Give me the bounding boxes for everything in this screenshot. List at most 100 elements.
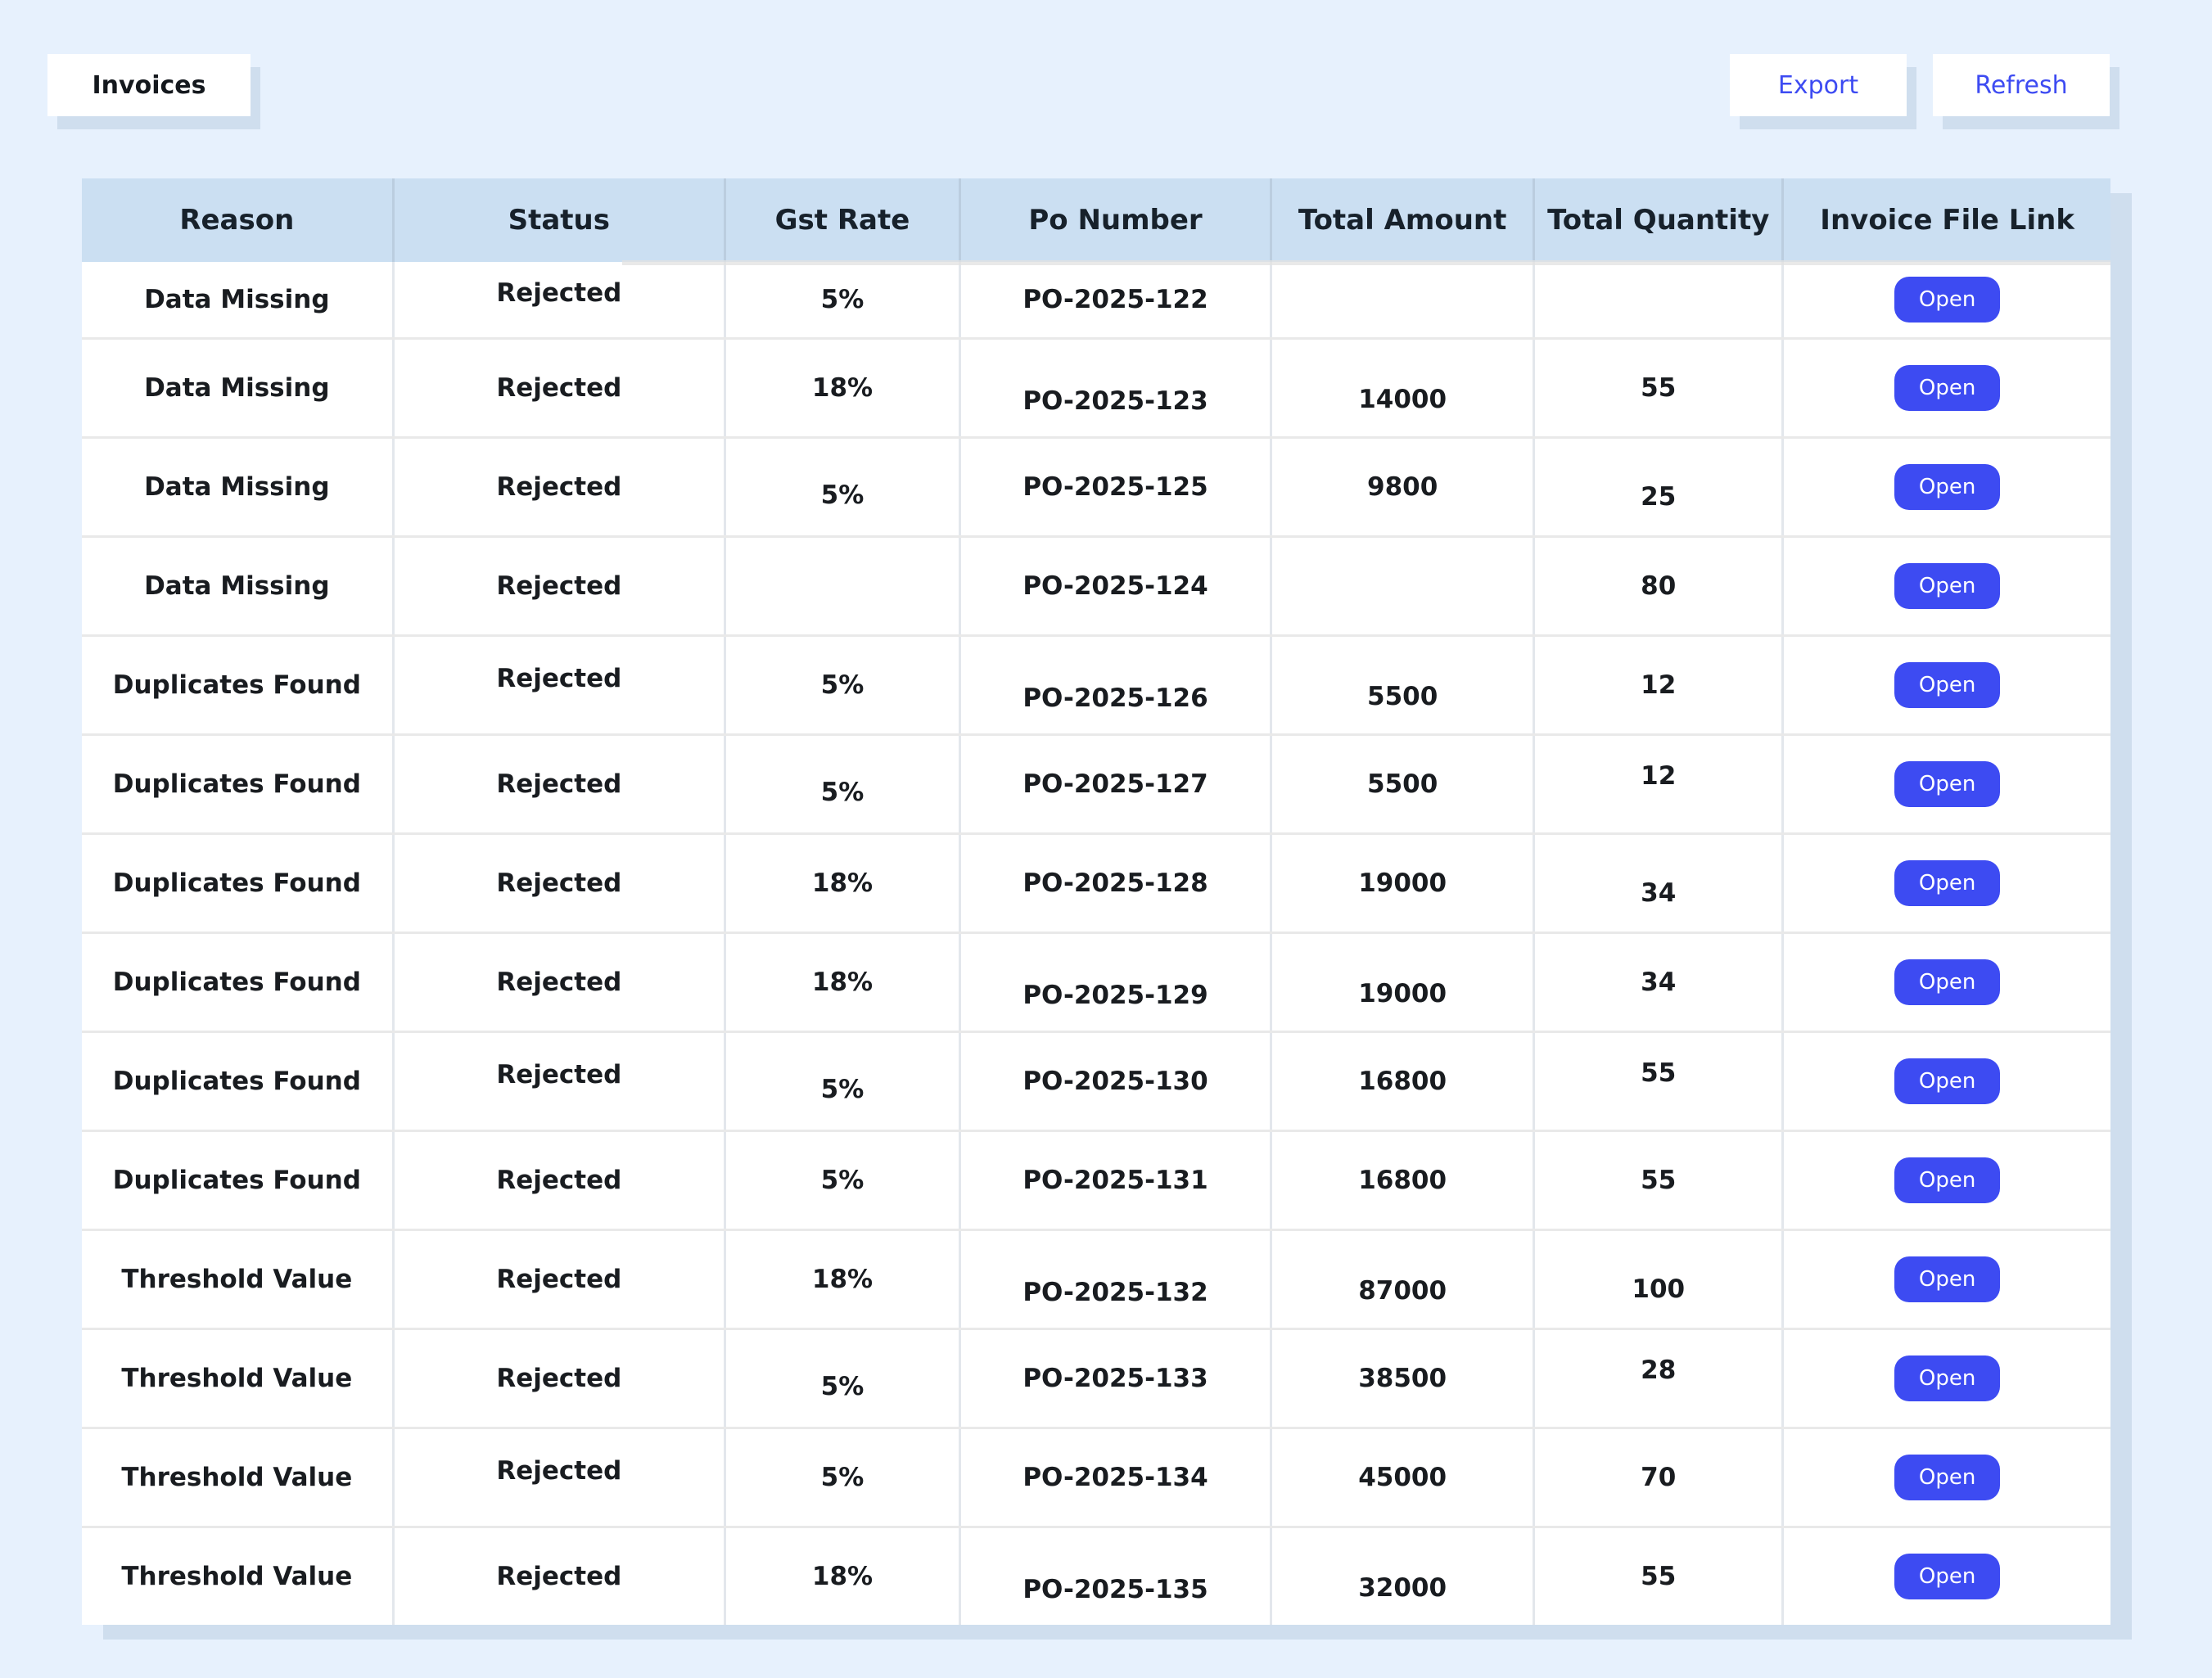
cell-reason: Threshold Value (82, 1229, 395, 1330)
column-header-po-number: Po Number (959, 178, 1273, 262)
open-button[interactable]: Open (1894, 365, 2001, 411)
cell-text: Threshold Value (121, 1364, 353, 1393)
cell-total-quantity: 55 (1533, 338, 1785, 439)
cell-link: Open (1782, 833, 2110, 934)
cell-text: PO-2025-123 (1022, 386, 1208, 416)
cell-gst-rate: 5% (725, 734, 961, 835)
open-button[interactable]: Open (1894, 1058, 2001, 1104)
cell-text: 80 (1641, 571, 1677, 601)
table-row: Threshold Value Rejected 5% PO-2025-134 4500… (82, 1428, 2110, 1528)
table-row: Duplicates Found Rejected 5% PO-2025-127 550… (82, 734, 2110, 835)
open-button[interactable]: Open (1894, 464, 2001, 510)
cell-text: PO-2025-132 (1022, 1278, 1208, 1307)
cell-gst-rate: 18% (725, 338, 961, 439)
refresh-button[interactable]: Refresh (1933, 54, 2110, 116)
open-button[interactable]: Open (1894, 662, 2001, 708)
cell-po-number: PO-2025-123 (959, 338, 1273, 439)
cell-link: Open (1782, 536, 2110, 637)
open-button[interactable]: Open (1894, 1256, 2001, 1302)
column-header-gst-rate: Gst Rate (725, 178, 961, 262)
cell-link: Open (1782, 1031, 2110, 1132)
cell-reason: Duplicates Found (82, 932, 395, 1033)
cell-status: Rejected (393, 262, 727, 340)
cell-text: 19000 (1358, 979, 1447, 1008)
cell-text: 5% (820, 1075, 864, 1104)
cell-text: Duplicates Found (112, 968, 361, 997)
cell-total-quantity: 12 (1533, 734, 1785, 835)
cell-total-quantity: 55 (1533, 1031, 1785, 1132)
cell-text: 100 (1632, 1274, 1686, 1304)
cell-total-quantity: 55 (1533, 1527, 1785, 1625)
page-title-card: Invoices (47, 54, 251, 116)
cell-total-amount (1271, 262, 1536, 340)
cell-po-number: PO-2025-133 (959, 1328, 1273, 1429)
column-header-status: Status (393, 178, 727, 262)
open-button[interactable]: Open (1894, 761, 2001, 807)
cell-po-number: PO-2025-124 (959, 536, 1273, 637)
cell-text: 5500 (1367, 769, 1438, 799)
cell-gst-rate: 18% (725, 1229, 961, 1330)
header-row: Reason Status Gst Rate Po Number Total A… (82, 178, 2110, 262)
cell-text: Rejected (496, 373, 622, 403)
column-header-total-amount: Total Amount (1271, 178, 1536, 262)
cell-status: Rejected (393, 1328, 727, 1429)
cell-total-quantity: 28 (1533, 1328, 1785, 1429)
cell-text: PO-2025-126 (1022, 683, 1208, 713)
cell-text: Threshold Value (121, 1562, 353, 1591)
open-button[interactable]: Open (1894, 1455, 2001, 1500)
cell-reason: Threshold Value (82, 1428, 395, 1528)
open-button[interactable]: Open (1894, 563, 2001, 609)
cell-gst-rate: 18% (725, 833, 961, 934)
table-row: Threshold Value Rejected 18% PO-2025-135 320… (82, 1527, 2110, 1625)
cell-text: 5% (820, 285, 864, 314)
cell-link: Open (1782, 635, 2110, 736)
cell-text: PO-2025-122 (1022, 285, 1208, 314)
cell-total-quantity: 100 (1533, 1229, 1785, 1330)
table-row: Duplicates Found Rejected 18% PO-2025-129 19… (82, 932, 2110, 1033)
cell-total-quantity: 70 (1533, 1428, 1785, 1528)
cell-text: 5% (820, 670, 864, 700)
cell-total-amount: 32000 (1271, 1527, 1536, 1625)
cell-text: Rejected (496, 769, 622, 799)
cell-text: PO-2025-135 (1022, 1575, 1208, 1604)
cell-text: 38500 (1358, 1364, 1447, 1393)
open-button[interactable]: Open (1894, 860, 2001, 906)
open-button[interactable]: Open (1894, 959, 2001, 1005)
cell-status: Rejected (393, 437, 727, 538)
cell-text: 16800 (1358, 1067, 1447, 1096)
cell-reason: Duplicates Found (82, 734, 395, 835)
cell-gst-rate: 5% (725, 1130, 961, 1231)
table-row: Threshold Value Rejected 18% PO-2025-132 870… (82, 1229, 2110, 1330)
table-row: Threshold Value Rejected 5% PO-2025-133 3850… (82, 1328, 2110, 1429)
page-title: Invoices (92, 70, 206, 100)
cell-total-amount: 45000 (1271, 1428, 1536, 1528)
cell-text: 25 (1641, 482, 1677, 512)
open-button[interactable]: Open (1894, 277, 2001, 323)
invoices-table-card: Reason Status Gst Rate Po Number Total A… (82, 178, 2110, 1625)
table-row: Duplicates Found Rejected 18% PO-2025-128 19… (82, 833, 2110, 934)
cell-status: Rejected (393, 1527, 727, 1625)
open-button[interactable]: Open (1894, 1157, 2001, 1203)
cell-text: Rejected (496, 278, 622, 308)
cell-gst-rate: 5% (725, 1428, 961, 1528)
cell-text: Rejected (496, 968, 622, 997)
cell-reason: Threshold Value (82, 1527, 395, 1625)
cell-text: 5% (820, 1463, 864, 1492)
cell-po-number: PO-2025-127 (959, 734, 1273, 835)
cell-link: Open (1782, 1428, 2110, 1528)
cell-reason: Threshold Value (82, 1328, 395, 1429)
cell-po-number: PO-2025-132 (959, 1229, 1273, 1330)
cell-text: Rejected (496, 1265, 622, 1294)
table-row: Duplicates Found Rejected 5% PO-2025-130 168… (82, 1031, 2110, 1132)
open-button[interactable]: Open (1894, 1355, 2001, 1401)
cell-gst-rate: 5% (725, 262, 961, 340)
table-row: Data Missing Rejected 5% PO-2025-122 Open (82, 262, 2110, 340)
cell-text: 28 (1641, 1355, 1677, 1385)
export-button[interactable]: Export (1730, 54, 1907, 116)
cell-total-quantity (1533, 262, 1785, 340)
open-button[interactable]: Open (1894, 1554, 2001, 1599)
cell-text: Data Missing (144, 571, 330, 601)
cell-po-number: PO-2025-129 (959, 932, 1273, 1033)
cell-text: PO-2025-124 (1022, 571, 1208, 601)
cell-total-amount: 9800 (1271, 437, 1536, 538)
